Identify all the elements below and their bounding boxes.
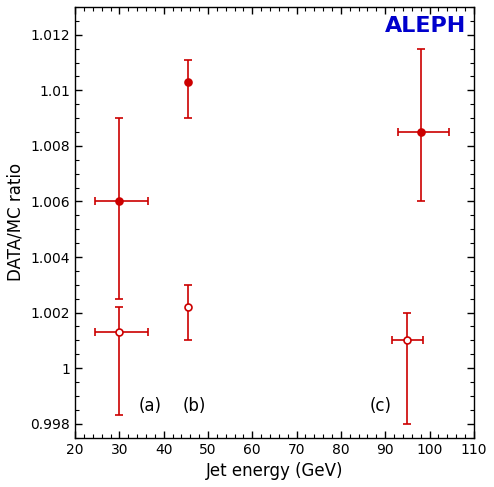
X-axis label: Jet energy (GeV): Jet energy (GeV) (206, 462, 343, 480)
Y-axis label: DATA/MC ratio: DATA/MC ratio (7, 163, 25, 281)
Text: (a): (a) (139, 397, 162, 415)
Text: (b): (b) (183, 397, 206, 415)
Text: ALEPH: ALEPH (385, 16, 466, 36)
Text: (c): (c) (370, 397, 392, 415)
